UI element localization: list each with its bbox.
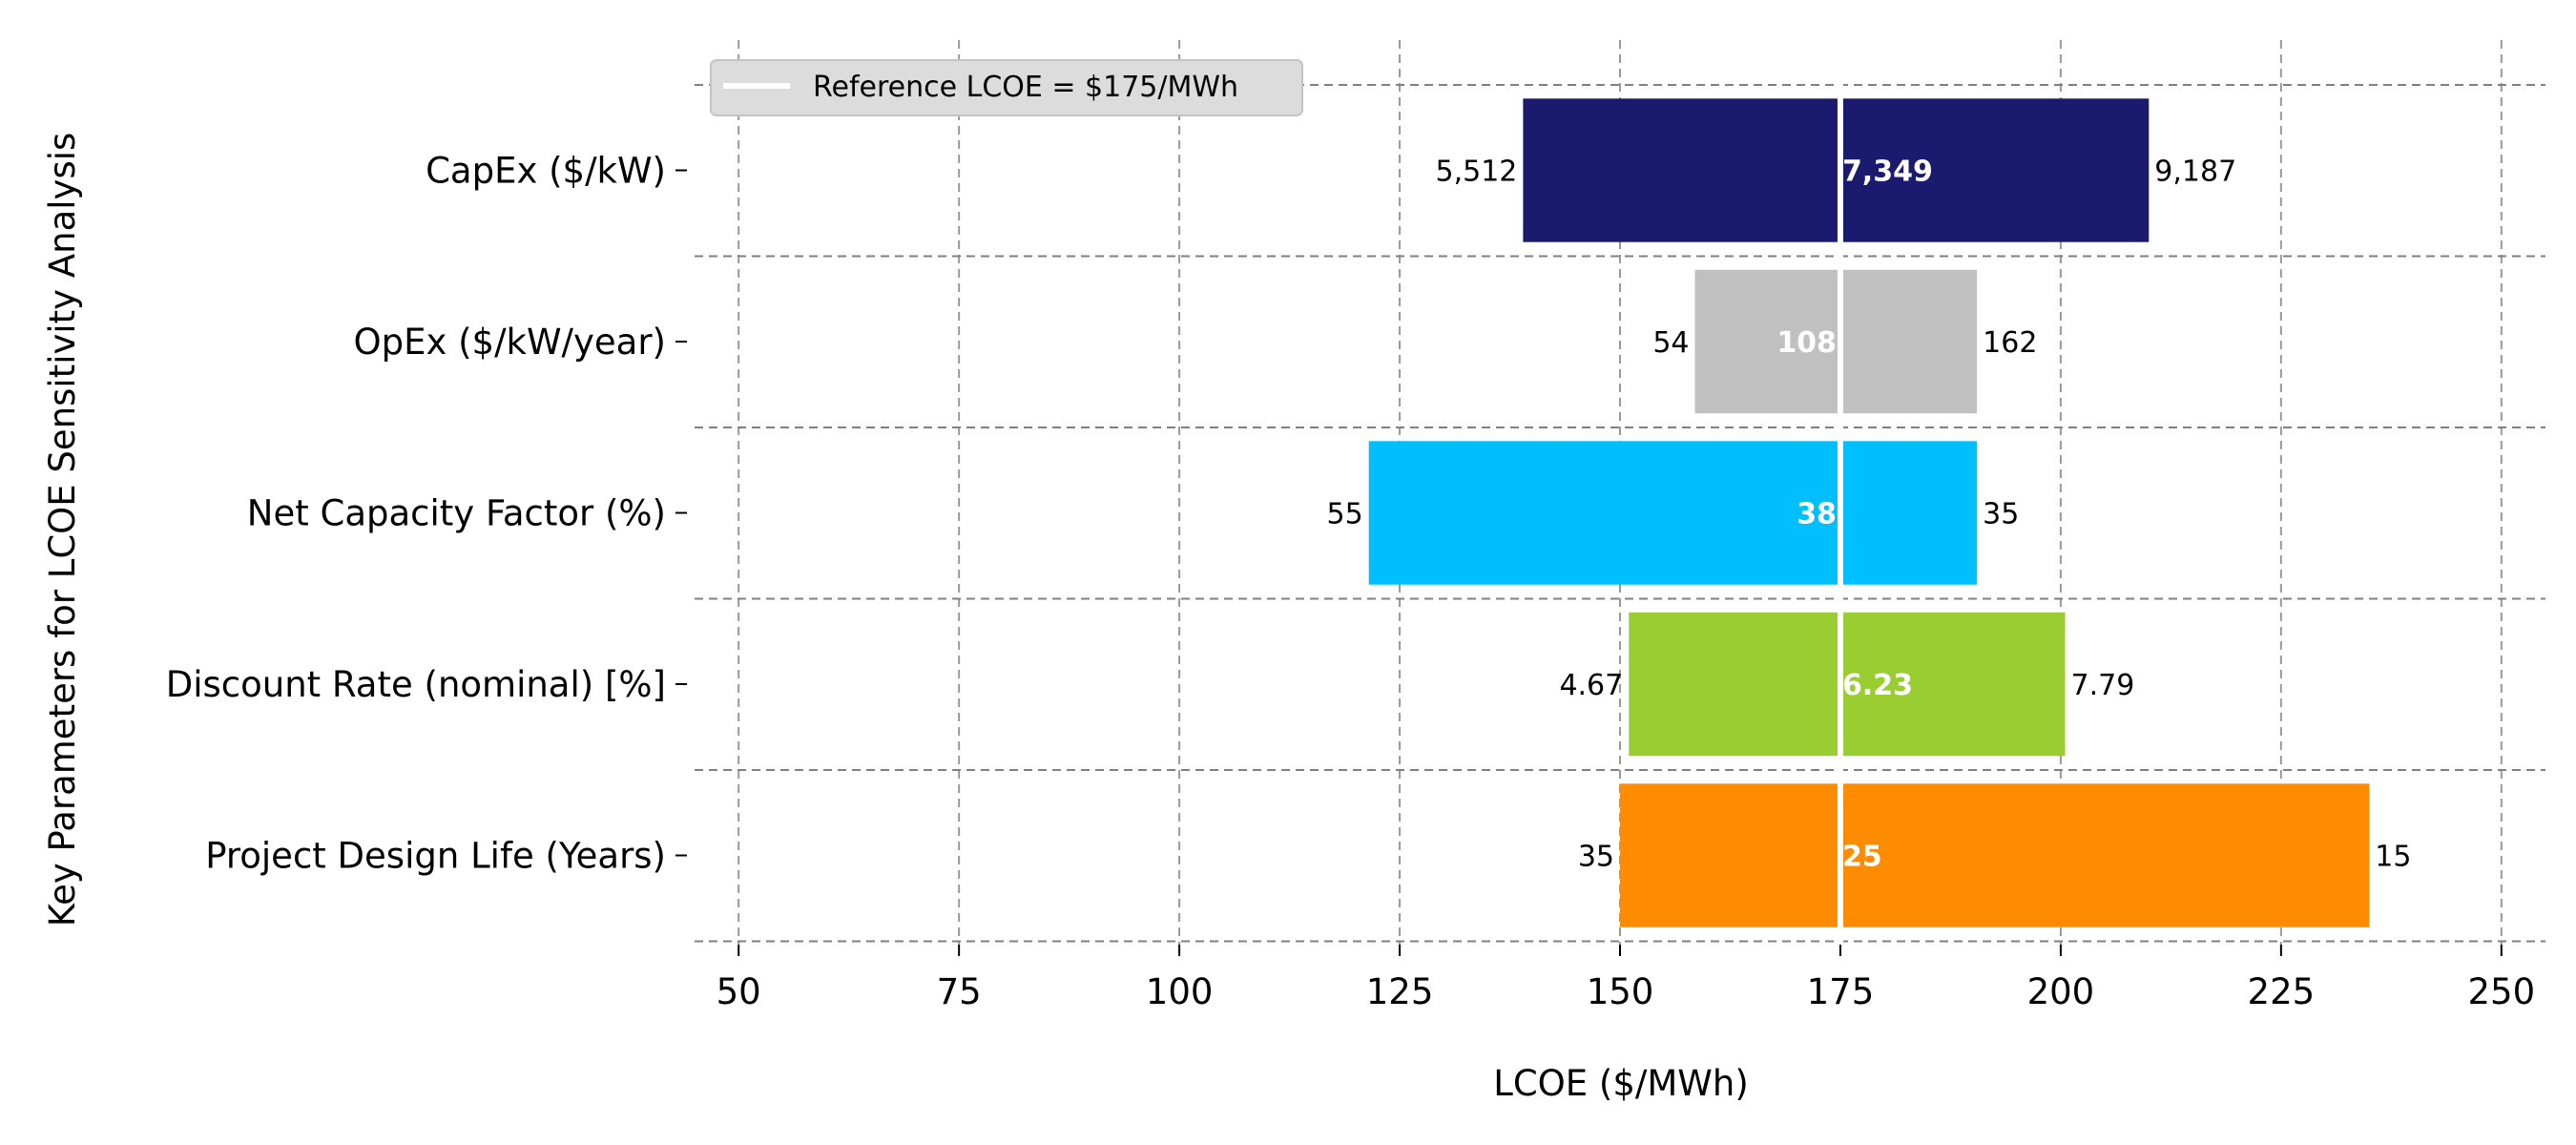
x-tick-label: 225 bbox=[2248, 971, 2316, 1012]
x-tick-label: 200 bbox=[2027, 971, 2095, 1012]
high-value-label: 9,187 bbox=[2154, 156, 2236, 189]
y-axis-title: Key Parameters for LCOE Sensitivity Anal… bbox=[42, 133, 83, 927]
category-label: CapEx ($/kW) bbox=[426, 151, 666, 192]
base-value-label: 38 bbox=[1797, 498, 1837, 531]
low-value-label: 5,512 bbox=[1435, 156, 1517, 189]
bars-layer bbox=[1368, 98, 2370, 927]
high-value-label: 7.79 bbox=[2071, 669, 2135, 702]
base-value-label: 108 bbox=[1776, 326, 1837, 360]
x-tick-label: 100 bbox=[1146, 971, 1214, 1012]
high-value-label: 15 bbox=[2375, 841, 2411, 874]
labels-layer: 5,512 9,187 7,349 54 162 108 55 35 38 4.67 7.79 6.2… bbox=[1327, 40, 2411, 945]
x-tick-label: 175 bbox=[1807, 971, 1875, 1012]
bar-low-segment bbox=[1694, 269, 1840, 414]
x-tick-label: 250 bbox=[2467, 971, 2535, 1012]
base-value-label: 6.23 bbox=[1842, 669, 1913, 702]
bar-high-segment bbox=[1839, 269, 1978, 414]
legend: Reference LCOE = $175/MWh bbox=[710, 59, 1303, 116]
low-value-label: 54 bbox=[1652, 326, 1689, 360]
low-value-label: 55 bbox=[1327, 498, 1363, 531]
high-value-label: 162 bbox=[1983, 326, 2037, 360]
bar-high-segment bbox=[1839, 612, 2066, 757]
low-value-label: 35 bbox=[1578, 841, 1614, 874]
category-label: Discount Rate (nominal) [%] bbox=[166, 664, 666, 705]
low-value-label: 4.67 bbox=[1559, 669, 1623, 702]
base-value-label: 25 bbox=[1842, 841, 1882, 874]
bar-high-segment bbox=[1839, 441, 1978, 585]
category-label: OpEx ($/kW/year) bbox=[353, 322, 666, 363]
high-value-label: 35 bbox=[1983, 498, 2019, 531]
x-axis-title: LCOE ($/MWh) bbox=[1493, 1063, 1749, 1104]
axis-layer: 50 75 100 125 150 175 200 225 250 CapEx ($/kW) OpE… bbox=[166, 151, 2535, 1013]
bar-low-segment bbox=[1523, 98, 1840, 242]
base-value-label: 7,349 bbox=[1842, 156, 1933, 189]
x-tick-label: 150 bbox=[1587, 971, 1654, 1012]
category-label: Net Capacity Factor (%) bbox=[247, 493, 666, 534]
x-tick-label: 50 bbox=[717, 971, 761, 1012]
legend-box bbox=[710, 59, 1303, 116]
bar-low-segment bbox=[1368, 441, 1840, 585]
bar-high-segment bbox=[1839, 783, 2370, 927]
bar-low-segment bbox=[1629, 612, 1840, 757]
x-tick-label: 75 bbox=[937, 971, 982, 1012]
x-tick-label: 125 bbox=[1366, 971, 1434, 1012]
legend-reference-label: Reference LCOE = $175/MWh bbox=[813, 71, 1238, 104]
category-label: Project Design Life (Years) bbox=[205, 836, 666, 877]
bar-high-segment bbox=[1839, 98, 2150, 242]
bar-low-segment bbox=[1620, 783, 1840, 927]
